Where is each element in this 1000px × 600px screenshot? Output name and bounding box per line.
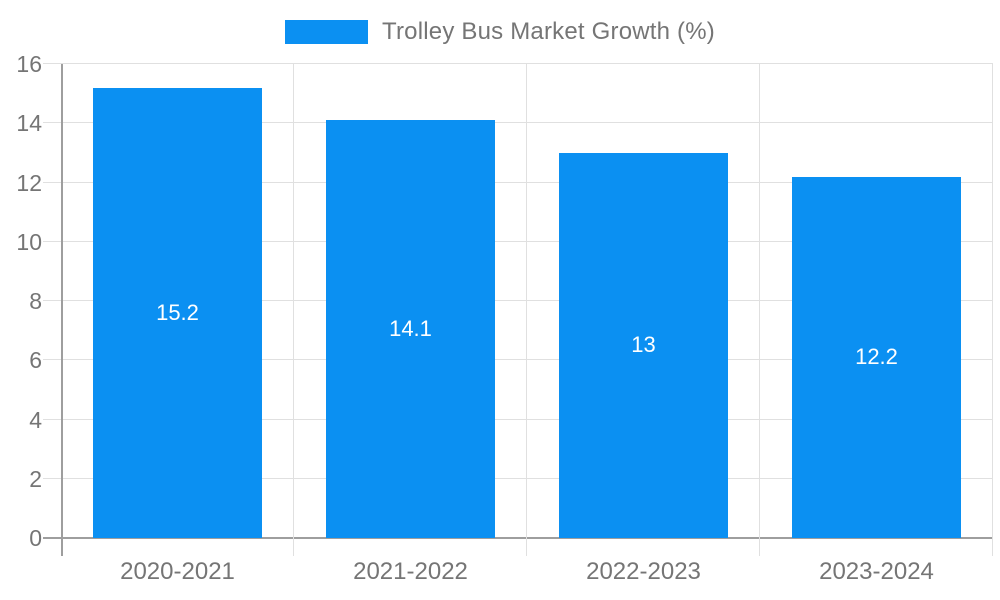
gridline — [43, 122, 993, 124]
legend-label[interactable]: Trolley Bus Market Growth (%) — [382, 18, 715, 45]
y-tick-label: 8 — [29, 288, 42, 314]
y-axis-line — [61, 64, 63, 556]
y-tick-label: 6 — [29, 347, 42, 374]
gridline — [43, 300, 993, 301]
y-tick-label: 2 — [29, 465, 42, 492]
vertical-gridline — [526, 64, 527, 556]
y-tick-label: 14 — [16, 110, 42, 137]
gridline — [43, 240, 993, 242]
gridline — [43, 181, 993, 183]
bar-value-label: 14.1 — [389, 316, 432, 342]
x-axis-labels: 2020-2021 2021-2022 2022-2023 2023-2024 — [0, 558, 1000, 588]
x-axis-line — [43, 537, 993, 539]
vertical-gridline — [992, 64, 993, 556]
gridline — [43, 477, 993, 479]
bar-value-label: 12.2 — [855, 344, 898, 370]
bar-2020-2021[interactable]: 15.2 — [93, 87, 262, 538]
vertical-gridline — [759, 64, 760, 556]
y-tick-label: 16 — [16, 51, 42, 77]
bar-value-label: 15.2 — [156, 299, 199, 325]
bar-value-label: 13 — [631, 332, 656, 358]
gridline — [43, 418, 993, 420]
x-tick-label: 2021-2022 — [353, 558, 468, 585]
legend: Trolley Bus Market Growth (%) — [0, 18, 1000, 46]
plot-area: 15.2 14.1 13 12.2 — [43, 63, 993, 556]
y-axis-labels: 0 2 4 6 8 10 12 14 16 — [0, 0, 60, 600]
bar-2021-2022[interactable]: 14.1 — [326, 120, 495, 538]
x-tick-label: 2020-2021 — [120, 558, 235, 585]
bar-2023-2024[interactable]: 12.2 — [792, 176, 961, 538]
y-tick-label: 10 — [16, 228, 42, 255]
x-tick-label: 2022-2023 — [586, 558, 701, 585]
gridline — [43, 63, 993, 64]
gridline — [43, 359, 993, 361]
y-tick-label: 12 — [16, 169, 42, 196]
vertical-gridline — [293, 64, 294, 556]
y-tick-label: 0 — [29, 525, 42, 551]
bar-2022-2023[interactable]: 13 — [559, 152, 728, 538]
x-tick-label: 2023-2024 — [819, 558, 934, 585]
y-tick-label: 4 — [29, 406, 42, 433]
legend-swatch[interactable] — [285, 20, 368, 44]
